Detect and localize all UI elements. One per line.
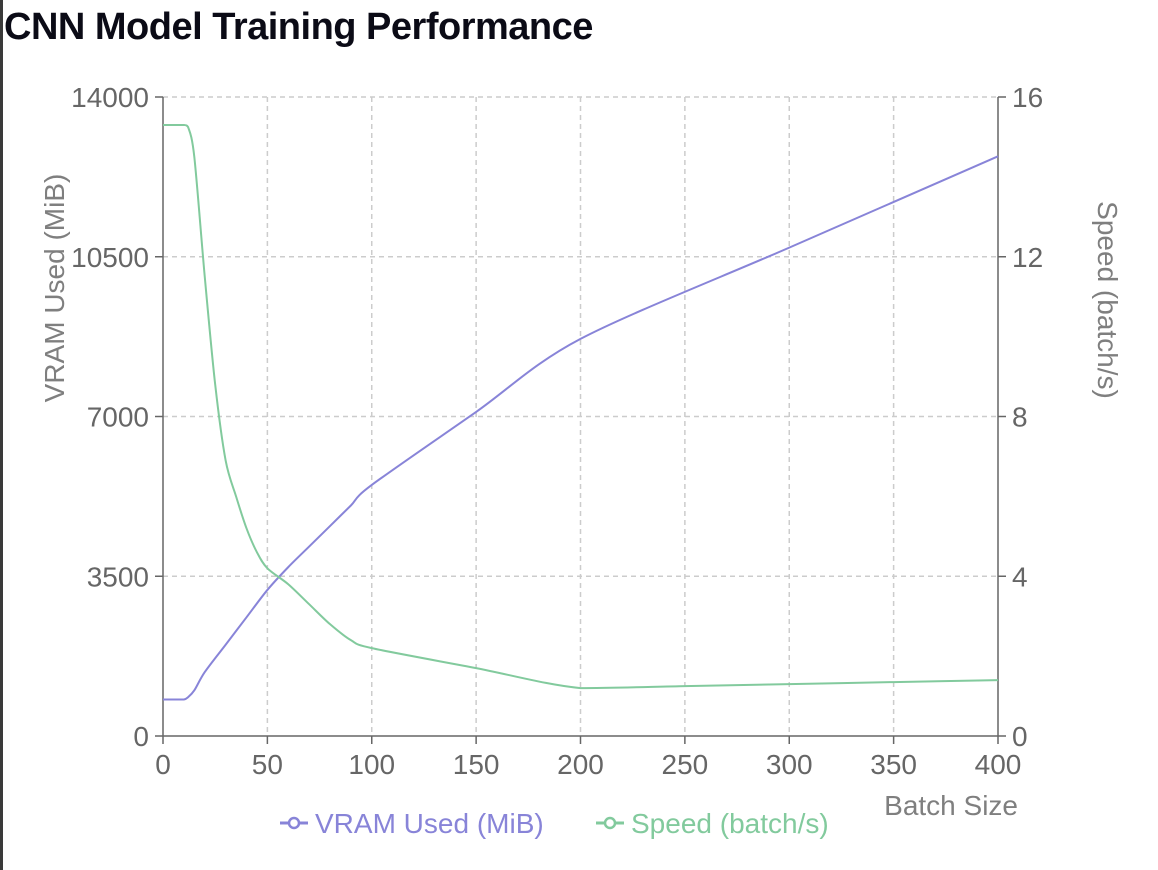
- series-line-vram: [163, 155, 999, 701]
- x-tick-label: 200: [557, 749, 604, 780]
- x-tick-label: 0: [155, 749, 171, 780]
- chart-title: CNN Model Training Performance: [4, 6, 593, 48]
- x-tick-label: 400: [975, 749, 1022, 780]
- series-lines: [163, 123, 999, 701]
- legend: VRAM Used (MiB) Speed (batch/s): [280, 808, 829, 839]
- legend-item-vram[interactable]: VRAM Used (MiB): [280, 808, 544, 839]
- y-right-tick-label: 12: [1012, 242, 1043, 273]
- y-left-tick-label: 14000: [71, 82, 149, 113]
- grid-lines: [163, 96, 998, 736]
- x-tick-label: 350: [870, 749, 917, 780]
- y-left-axis-label: VRAM Used (MiB): [39, 174, 70, 403]
- y-right-tick-label: 4: [1012, 561, 1028, 592]
- series-line-speed: [163, 123, 999, 690]
- y-left-tick-label: 0: [133, 721, 149, 752]
- y-right-tick-label: 0: [1012, 721, 1028, 752]
- x-tick-label: 150: [453, 749, 500, 780]
- y-left-tick-label: 3500: [87, 561, 149, 592]
- x-tick-label: 300: [766, 749, 813, 780]
- legend-label: VRAM Used (MiB): [315, 808, 544, 839]
- legend-swatch-dot: [603, 816, 617, 830]
- y-left-tick-label: 10500: [71, 242, 149, 273]
- legend-label: Speed (batch/s): [631, 808, 829, 839]
- x-tick-label: 100: [348, 749, 395, 780]
- x-tick-label: 50: [252, 749, 283, 780]
- axes: 0 50 100 150 200 250 300 350 4000350070001050014…: [71, 82, 1043, 780]
- y-right-axis-label: Speed (batch/s): [1092, 201, 1123, 399]
- legend-swatch-dot: [287, 816, 301, 830]
- x-axis-label: Batch Size: [884, 790, 1018, 821]
- x-tick-label: 250: [662, 749, 709, 780]
- window-left-border: [0, 0, 3, 870]
- legend-item-speed[interactable]: Speed (batch/s): [596, 808, 829, 839]
- y-right-tick-label: 8: [1012, 402, 1028, 433]
- axis-labels: VRAM Used (MiB) Speed (batch/s) Batch Size: [39, 174, 1123, 821]
- y-right-tick-label: 16: [1012, 82, 1043, 113]
- y-left-tick-label: 7000: [87, 402, 149, 433]
